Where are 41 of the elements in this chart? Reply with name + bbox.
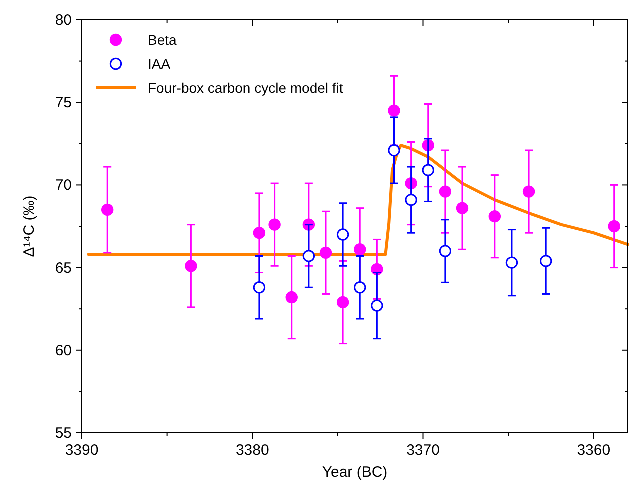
point xyxy=(388,104,400,117)
point xyxy=(456,202,469,214)
line-series xyxy=(87,144,630,256)
point xyxy=(439,245,452,258)
x-axis-title: Year (BC) xyxy=(322,464,388,481)
point xyxy=(101,204,114,216)
point xyxy=(439,186,452,198)
y-tick-label: 70 xyxy=(55,177,72,194)
x-tick-label: 3370 xyxy=(406,442,440,459)
y-tick-label: 80 xyxy=(55,12,72,29)
legend-label: IAA xyxy=(148,56,172,72)
point xyxy=(371,300,384,312)
x-tick-label: 3360 xyxy=(577,442,611,459)
point xyxy=(506,256,518,269)
point xyxy=(302,250,316,262)
point xyxy=(522,186,536,198)
point xyxy=(354,282,366,294)
x-tick-label: 3380 xyxy=(236,442,270,459)
point xyxy=(405,194,418,206)
y-tick-label: 60 xyxy=(55,342,72,360)
legend-label: Four-box carbon cycle model fit xyxy=(148,80,344,96)
point xyxy=(253,227,266,240)
y-tick-label: 55 xyxy=(55,425,72,442)
y-tick-label: 75 xyxy=(55,94,72,112)
x-tick-label: 3390 xyxy=(65,442,99,459)
point xyxy=(354,244,366,256)
point xyxy=(336,296,350,309)
point xyxy=(488,210,502,223)
point xyxy=(268,218,281,231)
point xyxy=(185,260,198,272)
y-axis-title: Δ¹⁴C (‰) xyxy=(21,196,38,258)
point xyxy=(422,164,434,176)
legend-label: Beta xyxy=(148,32,178,48)
point xyxy=(286,291,298,304)
y-tick-label: 65 xyxy=(55,260,72,277)
point xyxy=(388,144,400,157)
point xyxy=(320,246,332,260)
point xyxy=(336,228,350,241)
point xyxy=(608,220,620,233)
point xyxy=(253,282,266,294)
point xyxy=(540,255,552,268)
